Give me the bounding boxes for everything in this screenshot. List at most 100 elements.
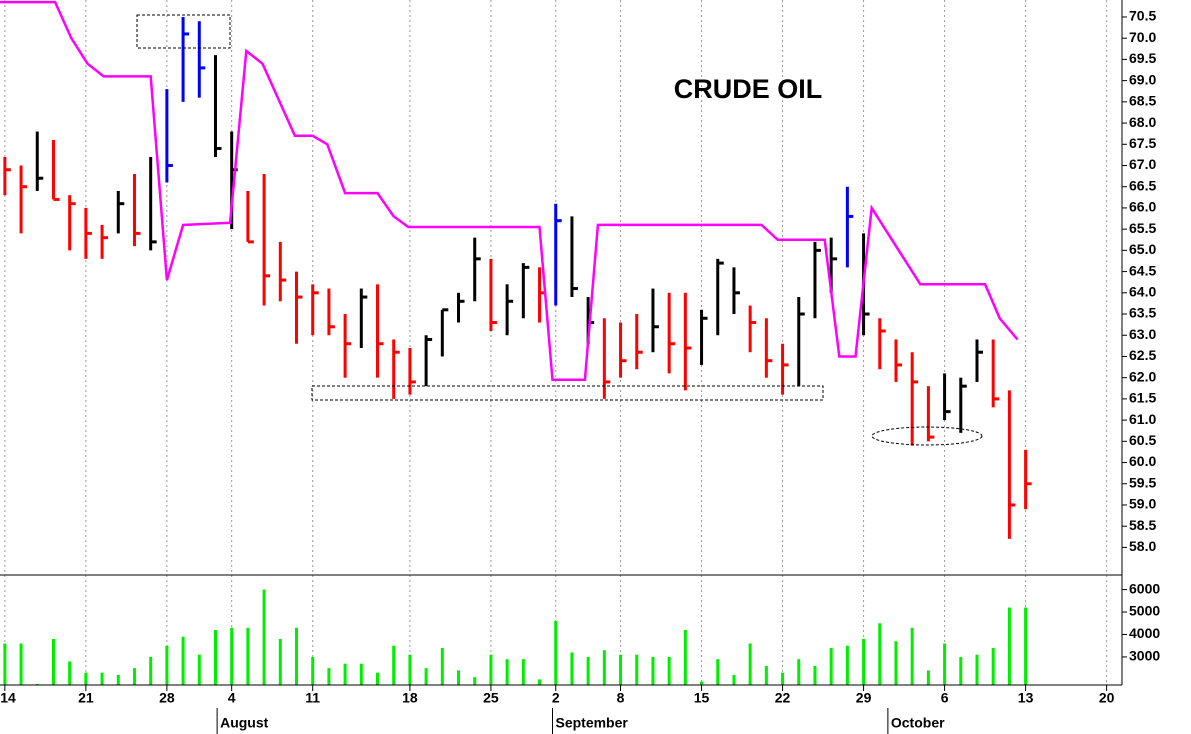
- volume-bar: [278, 638, 282, 685]
- volume-bar: [602, 650, 606, 685]
- volume-bar: [829, 647, 833, 685]
- y-tick-label: 60.0: [1129, 453, 1156, 469]
- support-box: [311, 385, 824, 401]
- volume-bar: [473, 677, 477, 685]
- volume-bar: [51, 638, 55, 685]
- volume-bar: [132, 668, 136, 685]
- volume-bar: [213, 630, 217, 685]
- volume-bar: [392, 645, 396, 685]
- highlight-ellipse: [871, 426, 983, 446]
- chart-title: CRUDE OIL: [674, 74, 823, 104]
- volume-bar: [327, 668, 331, 685]
- y-tick-label: 66.0: [1129, 199, 1156, 215]
- volume-bar: [19, 643, 23, 685]
- x-tick-label: 21: [78, 690, 94, 706]
- volume-bar: [1024, 607, 1028, 685]
- y-tick-label: 70.0: [1129, 29, 1156, 45]
- volume-bar: [781, 672, 785, 685]
- volume-bar: [732, 674, 736, 685]
- volume-bar: [845, 645, 849, 685]
- x-tick-label: 29: [856, 690, 872, 706]
- volume-bar: [424, 668, 428, 685]
- volume-bar: [197, 654, 201, 685]
- volume-bar: [84, 672, 88, 685]
- volume-bar: [3, 643, 7, 685]
- volume-bar: [894, 641, 898, 685]
- volume-bar: [359, 663, 363, 685]
- volume-bar: [619, 654, 623, 685]
- volume-bar: [100, 672, 104, 685]
- volume-bar: [991, 647, 995, 685]
- y-tick-label: 64.5: [1129, 262, 1156, 278]
- month-label: September: [555, 715, 628, 731]
- y-tick-label: 68.0: [1129, 114, 1156, 130]
- month-label: August: [220, 715, 269, 731]
- x-tick-label: 28: [159, 690, 175, 706]
- y-tick-label: 69.5: [1129, 50, 1156, 66]
- x-tick-label: 20: [1099, 690, 1115, 706]
- month-label: October: [891, 715, 945, 731]
- y-tick-label: 70.5: [1129, 8, 1156, 24]
- y-tick-label: 60.5: [1129, 432, 1156, 448]
- band-line: [0, 0, 1019, 382]
- volume-bar: [489, 654, 493, 685]
- volume-bar: [797, 659, 801, 685]
- x-tick-label: 11: [305, 690, 320, 706]
- y-tick-label: 65.0: [1129, 241, 1156, 257]
- y-tick-label: 6000: [1129, 580, 1160, 596]
- x-tick-label: 8: [617, 690, 625, 706]
- y-tick-label: 59.0: [1129, 496, 1156, 512]
- x-tick-label: 14: [0, 690, 16, 706]
- volume-bar: [764, 665, 768, 685]
- y-tick-label: 61.5: [1129, 390, 1156, 406]
- volume-bar: [651, 656, 655, 685]
- volume-bar: [700, 681, 704, 685]
- volume-bar: [68, 661, 72, 685]
- y-tick-label: 62.0: [1129, 368, 1156, 384]
- volume-bar: [35, 683, 39, 685]
- y-tick-label: 63.0: [1129, 326, 1156, 342]
- y-tick-label: 62.5: [1129, 347, 1156, 363]
- y-tick-label: 66.5: [1129, 177, 1156, 193]
- volume-bar: [683, 630, 687, 685]
- volume-bar: [408, 654, 412, 685]
- volume-bar: [376, 672, 380, 685]
- volume-bar: [230, 627, 234, 685]
- volume-bar: [521, 659, 525, 685]
- x-tick-label: 4: [228, 690, 236, 706]
- y-tick-label: 61.0: [1129, 411, 1156, 427]
- y-tick-label: 65.5: [1129, 220, 1156, 236]
- volume-bar: [149, 656, 153, 685]
- volume-bar: [667, 656, 671, 685]
- volume-bar: [440, 647, 444, 685]
- volume-bar: [181, 636, 185, 685]
- volume-bar: [116, 674, 120, 685]
- x-tick-label: 15: [694, 690, 710, 706]
- volume-bar: [554, 621, 558, 685]
- volume-bar: [165, 645, 169, 685]
- volume-bar: [716, 659, 720, 685]
- y-tick-label: 67.5: [1129, 135, 1156, 151]
- x-tick-label: 18: [402, 690, 418, 706]
- volume-bar: [586, 656, 590, 685]
- volume-bar: [910, 627, 914, 685]
- volume-bar: [635, 654, 639, 685]
- y-tick-label: 59.5: [1129, 474, 1156, 490]
- volume-bar: [505, 659, 509, 685]
- volume-bar: [311, 656, 315, 685]
- x-tick-label: 6: [941, 690, 949, 706]
- y-tick-label: 4000: [1129, 625, 1160, 641]
- volume-bar: [570, 652, 574, 685]
- y-tick-label: 63.5: [1129, 305, 1156, 321]
- x-tick-label: 13: [1018, 690, 1034, 706]
- volume-bar: [862, 638, 866, 685]
- y-tick-label: 69.0: [1129, 71, 1156, 87]
- y-tick-label: 58.5: [1129, 517, 1156, 533]
- y-tick-label: 3000: [1129, 648, 1160, 664]
- y-tick-label: 64.0: [1129, 284, 1156, 300]
- y-tick-label: 58.0: [1129, 538, 1156, 554]
- volume-bar: [538, 679, 542, 685]
